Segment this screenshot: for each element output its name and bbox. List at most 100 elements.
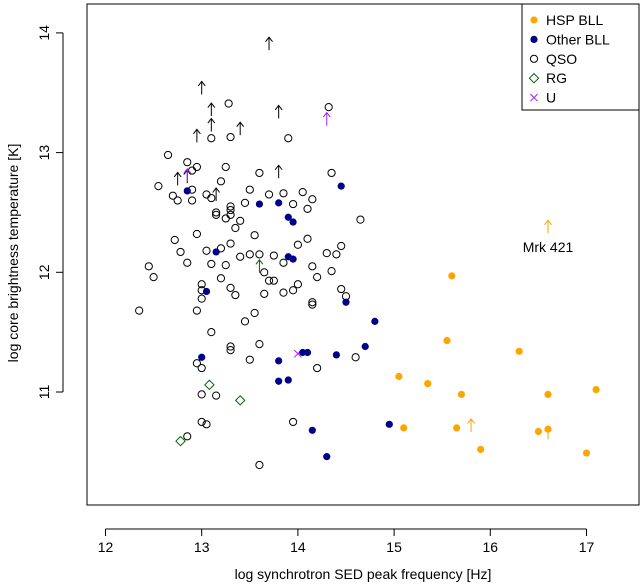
legend-box <box>521 3 640 111</box>
qso-point <box>183 258 192 267</box>
qso-point <box>260 268 269 277</box>
rg-limit-arrow-head <box>255 259 264 265</box>
qso-limit-arrow <box>207 117 216 132</box>
x-axis-title: log synchrotron SED peak frequency [Hz] <box>235 566 492 582</box>
qso-point <box>226 202 235 211</box>
qso-point <box>212 391 221 400</box>
other-bll-point <box>337 182 345 190</box>
other-bll-point <box>212 248 220 256</box>
qso-point <box>216 244 226 253</box>
hsp-bll-point <box>448 272 456 280</box>
qso-point <box>255 460 264 470</box>
qso-point <box>202 246 211 255</box>
qso-point <box>288 417 298 427</box>
y-tick-label: 14 <box>36 25 52 41</box>
qso-point <box>221 214 230 223</box>
qso-point <box>202 420 211 429</box>
other-bll-point <box>284 376 292 384</box>
qso-point <box>226 283 235 292</box>
qso-point <box>236 252 245 261</box>
y-tick-label: 13 <box>36 145 52 161</box>
hsp-bll-point <box>457 390 466 398</box>
qso-point <box>226 342 235 351</box>
legend-marker-rg <box>528 72 540 84</box>
other-bll-point <box>371 317 379 325</box>
hsp-bll-point <box>592 386 600 394</box>
legend-label-qso: QSO <box>546 51 577 67</box>
qso-point <box>183 432 192 441</box>
annotations: Mrk 421 <box>523 239 574 255</box>
qso-point <box>308 195 317 204</box>
qso-point <box>327 168 336 178</box>
qso-point <box>192 359 201 368</box>
qso-point <box>351 353 360 362</box>
hsp-bll-limit-arrow-head <box>544 219 552 226</box>
qso-point <box>264 190 274 199</box>
series-hsp-bll <box>395 219 600 457</box>
rg-point <box>204 379 215 391</box>
legend-marker-u-stroke-b <box>530 93 538 102</box>
qso-point <box>224 99 233 108</box>
qso-limit-arrow <box>192 128 201 143</box>
qso-point <box>221 162 230 172</box>
legend-marker-other-bll <box>530 35 538 44</box>
hsp-bll-point <box>400 424 408 432</box>
other-bll-point <box>183 187 191 195</box>
qso-point <box>250 231 259 240</box>
other-bll-point <box>284 213 292 221</box>
other-bll-point <box>308 426 316 434</box>
qso-point <box>279 189 288 198</box>
legend-label-u: U <box>546 90 556 106</box>
qso-point <box>144 262 153 271</box>
qso-point <box>337 241 346 251</box>
hsp-bll-point <box>424 380 432 388</box>
qso-point <box>216 274 226 283</box>
legend-marker-qso <box>529 54 539 63</box>
qso-limit-arrow-head <box>192 128 201 135</box>
qso-limit-arrow-head <box>274 164 283 171</box>
other-bll-point <box>255 200 264 208</box>
hsp-bll-point <box>534 427 543 436</box>
hsp-bll-limit-arrow-head <box>467 418 475 424</box>
qso-point <box>250 308 259 318</box>
other-bll-point <box>323 453 331 461</box>
plot-frame <box>86 3 640 506</box>
qso-point <box>197 294 206 303</box>
hsp-bll-point <box>453 424 461 432</box>
x-tick-label: 16 <box>483 539 499 555</box>
qso-point <box>303 234 312 243</box>
hsp-bll-point <box>582 449 591 457</box>
series-qso <box>135 36 365 470</box>
qso-limit-arrow <box>236 121 245 136</box>
qso-point <box>221 261 230 270</box>
qso-point <box>197 363 206 373</box>
x-tick-label: 13 <box>194 539 210 555</box>
other-bll-point <box>289 255 297 263</box>
hsp-bll-point <box>544 390 552 398</box>
qso-limit-arrow-head <box>236 121 245 127</box>
qso-point <box>212 208 221 217</box>
legend-marker-hsp-bll <box>530 16 538 24</box>
other-bll-point <box>289 218 297 226</box>
qso-point <box>255 168 264 178</box>
qso-point <box>303 204 312 213</box>
qso-point <box>226 205 235 215</box>
qso-point <box>207 134 216 143</box>
other-bll-point <box>303 348 312 357</box>
qso-point <box>245 355 254 364</box>
axes: 12 13 14 15 16 17 11 12 13 14 <box>36 25 594 555</box>
qso-point <box>288 199 298 209</box>
u-limit-arrow <box>322 111 331 126</box>
x-tick-label: 15 <box>386 539 402 555</box>
qso-point <box>197 417 206 427</box>
qso-point <box>149 272 158 282</box>
qso-point <box>163 150 173 160</box>
hsp-bll-limit-arrow-head <box>544 425 552 432</box>
qso-point <box>308 262 317 271</box>
other-bll-point <box>275 357 283 365</box>
other-bll-point <box>385 420 393 428</box>
qso-point <box>207 259 216 269</box>
qso-point <box>226 346 235 355</box>
other-bll-point <box>275 199 283 207</box>
qso-point <box>192 306 201 315</box>
